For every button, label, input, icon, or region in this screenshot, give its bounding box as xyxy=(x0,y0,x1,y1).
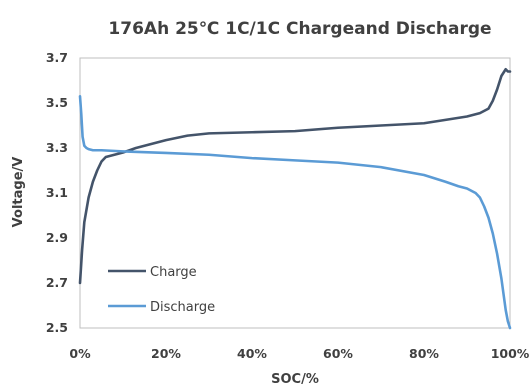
x-tick-label: 60% xyxy=(323,346,353,361)
x-tick-label: 40% xyxy=(237,346,267,361)
plot-area: 2.5 2.7 2.9 3.1 3.3 3.5 3.7 0% 20% 40% 60% 80% 100% C… xyxy=(46,50,530,361)
chart-title: 176Ah 25℃ 1C/1C Chargeand Discharge xyxy=(108,19,491,39)
y-tick-label: 3.5 xyxy=(46,95,68,110)
y-tick-label: 3.1 xyxy=(46,185,68,200)
series-line-charge xyxy=(78,67,512,285)
legend-label-discharge: Discharge xyxy=(150,300,215,315)
plot-frame xyxy=(79,57,511,329)
x-tick-label: 20% xyxy=(151,346,181,361)
legend-label-charge: Charge xyxy=(150,265,197,280)
y-tick-label: 2.7 xyxy=(46,275,68,290)
series-line-discharge xyxy=(78,94,512,330)
x-tick-label: 0% xyxy=(69,346,91,361)
y-tick-label: 2.5 xyxy=(46,320,68,335)
x-axis-label: SOC/% xyxy=(271,372,319,387)
x-tick-label: 80% xyxy=(409,346,439,361)
y-axis-label: Voltage/V xyxy=(11,157,26,228)
y-tick-label: 3.3 xyxy=(46,140,68,155)
y-tick-label: 2.9 xyxy=(46,230,68,245)
y-tick-label: 3.7 xyxy=(46,50,68,65)
x-tick-label: 100% xyxy=(491,346,530,361)
